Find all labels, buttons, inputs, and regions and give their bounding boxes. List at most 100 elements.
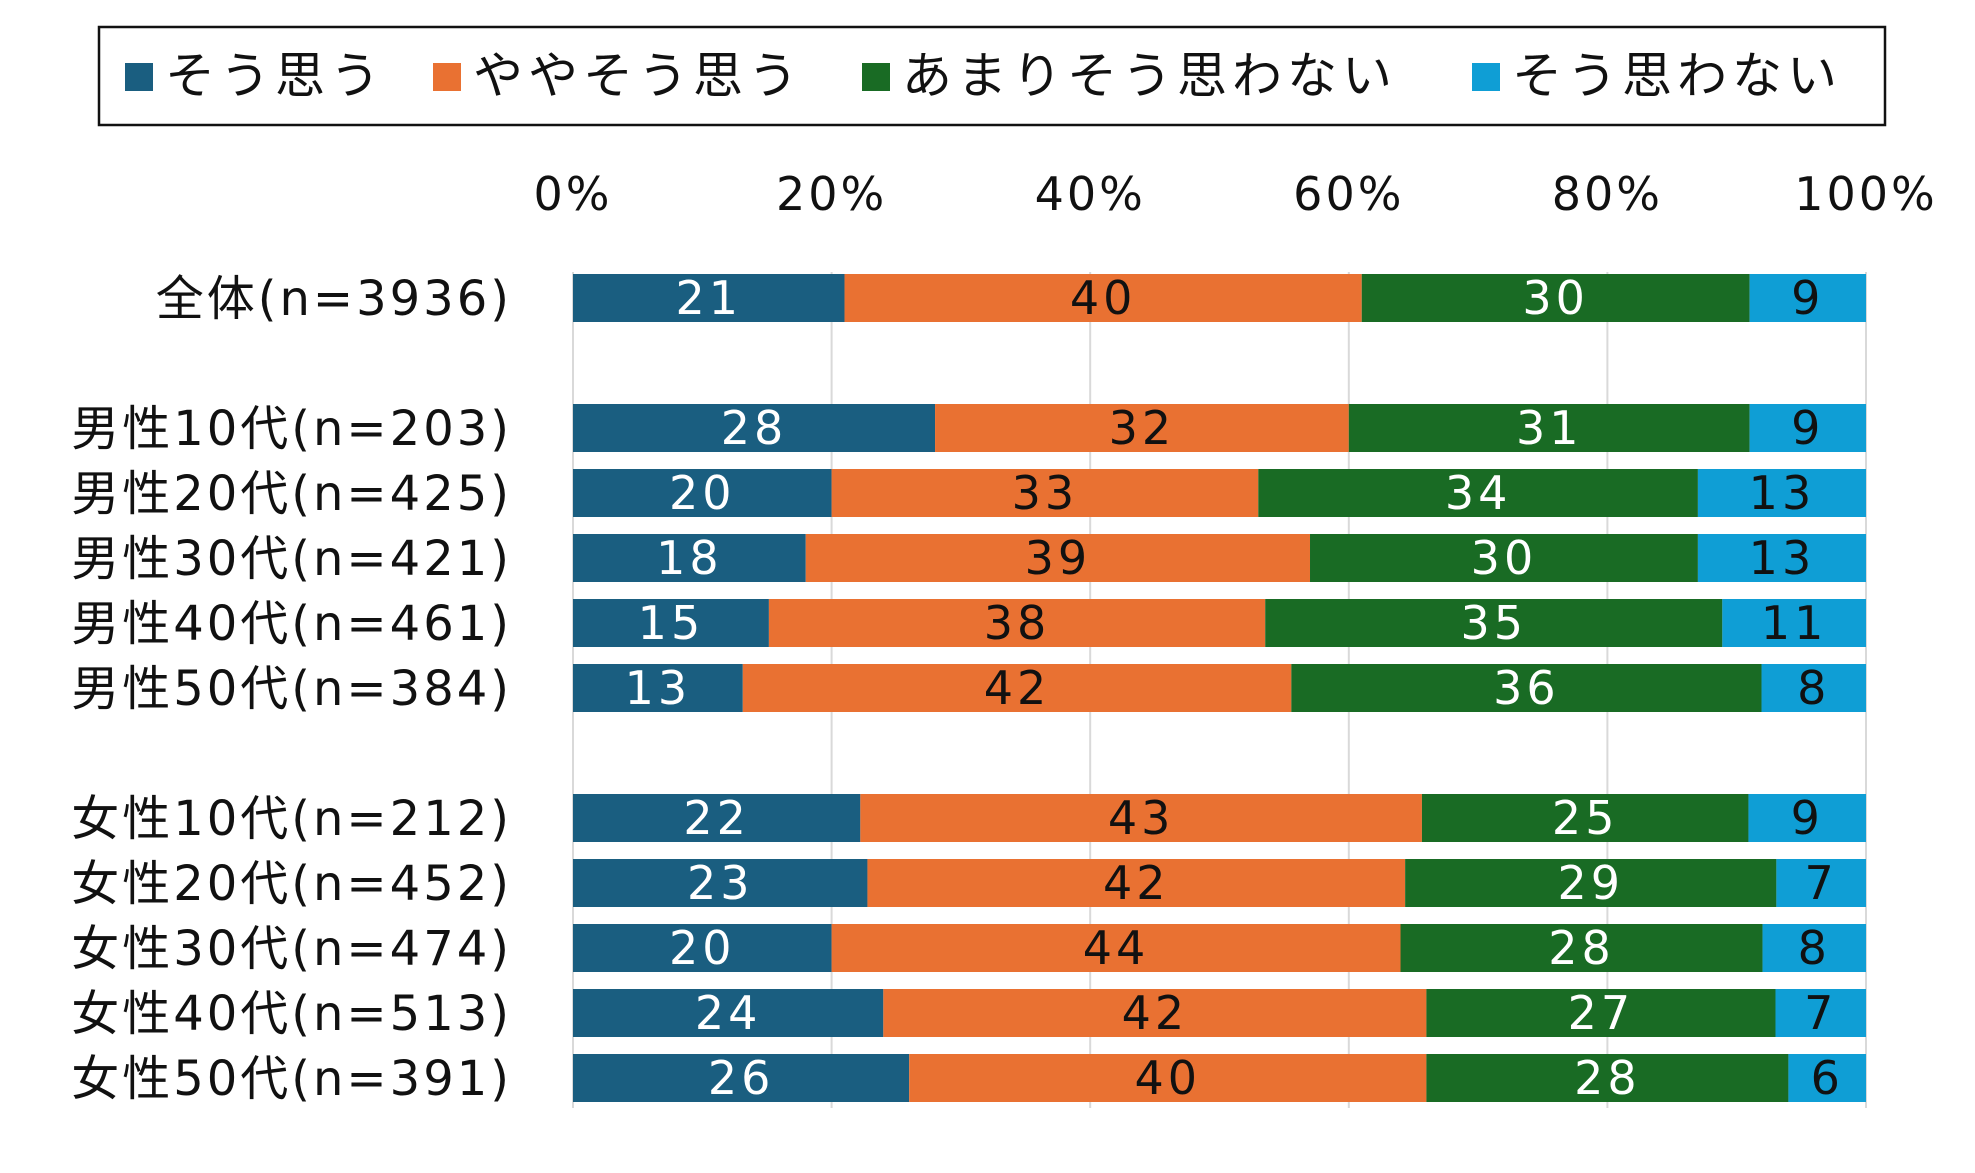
bar-seg-r6-s1 [573, 664, 743, 712]
data-label-r10-s3: 27 [1568, 986, 1635, 1040]
data-label-r3-s4: 13 [1749, 466, 1816, 520]
bar-seg-r10-s4 [1775, 989, 1866, 1037]
data-label-r2-s3: 31 [1516, 401, 1583, 455]
data-label-r10-s1: 24 [695, 986, 762, 1040]
category-label-3: 男性20代(n=425) [71, 466, 512, 522]
bar-seg-r10-s1 [573, 989, 884, 1037]
category-labels: 全体(n=3936) 男性10代(n=203) 男性20代(n=425) 男性30代(… [71, 271, 512, 1107]
bar-seg-r7-s3 [1421, 794, 1749, 842]
bar-seg-r2-s3 [1348, 404, 1750, 452]
data-label-r1-s1: 21 [675, 271, 742, 325]
data-label-r11-s1: 26 [708, 1051, 775, 1105]
data-label-r2-s2: 32 [1109, 401, 1176, 455]
category-label-9: 女性30代(n=474) [71, 921, 512, 977]
x-tick-label-5: 80% [1552, 167, 1663, 221]
bar-seg-r5-s1 [573, 599, 769, 647]
bar-seg-r8-s2 [867, 859, 1406, 907]
category-label-10: 女性40代(n=513) [71, 986, 512, 1042]
data-label-r7-s3: 25 [1552, 791, 1619, 845]
data-label-r7-s1: 22 [683, 791, 750, 845]
legend-box [97, 25, 1887, 127]
bar-seg-r1-s2 [844, 274, 1362, 322]
data-label-r8-s4: 7 [1805, 856, 1838, 910]
bar-seg-r11-s3 [1426, 1054, 1789, 1102]
data-label-r3-s2: 33 [1012, 466, 1079, 520]
legend-label-1: そう思う [165, 47, 385, 105]
legend-swatch-1 [125, 63, 153, 91]
data-label-r6-s3: 36 [1493, 661, 1560, 715]
data-label-r2-s4: 9 [1791, 401, 1824, 455]
bar-seg-r8-s1 [573, 859, 868, 907]
bar-seg-r11-s1 [573, 1054, 910, 1102]
bar-seg-r2-s1 [573, 404, 936, 452]
bar-seg-r1-s4 [1749, 274, 1866, 322]
bar-seg-r9-s2 [831, 924, 1401, 972]
data-label-r9-s3: 28 [1548, 921, 1615, 975]
bar-seg-r10-s2 [883, 989, 1427, 1037]
x-axis-ticks: 0% 20% 40% 60% 80% 100% [534, 167, 1938, 221]
bar-seg-r2-s4 [1749, 404, 1866, 452]
bar-seg-r3-s1 [573, 469, 832, 517]
bar-seg-r5-s4 [1722, 599, 1866, 647]
data-label-r8-s3: 29 [1557, 856, 1624, 910]
category-label-5: 男性40代(n=461) [71, 596, 512, 652]
data-label-r4-s4: 13 [1749, 531, 1816, 585]
data-label-r5-s2: 38 [984, 596, 1051, 650]
bar-seg-r9-s4 [1762, 924, 1866, 972]
data-label-r3-s3: 34 [1445, 466, 1512, 520]
data-label-r7-s2: 43 [1108, 791, 1175, 845]
data-label-r4-s3: 30 [1471, 531, 1538, 585]
bar-seg-r6-s4 [1761, 664, 1866, 712]
data-label-r11-s2: 40 [1135, 1051, 1202, 1105]
bar-seg-r9-s1 [573, 924, 832, 972]
bar-seg-r7-s2 [860, 794, 1422, 842]
data-label-r10-s4: 7 [1804, 986, 1837, 1040]
data-label-r1-s4: 9 [1791, 271, 1824, 325]
category-label-8: 女性20代(n=452) [71, 856, 512, 912]
category-label-6: 男性50代(n=384) [71, 661, 512, 717]
data-label-r6-s1: 13 [625, 661, 692, 715]
bar-seg-r4-s1 [573, 534, 806, 582]
legend-label-3: あまりそう思わない [902, 47, 1397, 105]
data-label-r11-s4: 6 [1811, 1051, 1844, 1105]
category-label-1: 全体(n=3936) [156, 271, 512, 327]
bar-seg-r7-s1 [573, 794, 861, 842]
bar-seg-r10-s3 [1426, 989, 1776, 1037]
data-label-r4-s1: 18 [656, 531, 723, 585]
data-label-r10-s2: 42 [1122, 986, 1189, 1040]
data-label-r1-s3: 30 [1522, 271, 1589, 325]
bar-seg-r5-s3 [1265, 599, 1723, 647]
bar-seg-r6-s2 [742, 664, 1292, 712]
category-label-11: 女性50代(n=391) [71, 1051, 512, 1107]
bar-seg-r1-s3 [1361, 274, 1750, 322]
legend-label-2: ややそう思う [473, 47, 803, 105]
bar-seg-r11-s4 [1788, 1054, 1866, 1102]
data-label-r6-s2: 42 [984, 661, 1051, 715]
legend-swatch-2 [433, 63, 461, 91]
x-tick-label-2: 20% [776, 167, 887, 221]
data-label-r5-s4: 11 [1761, 596, 1828, 650]
data-label-r11-s3: 28 [1574, 1051, 1641, 1105]
x-tick-label-6: 100% [1794, 167, 1938, 221]
bar-seg-r4-s3 [1310, 534, 1698, 582]
legend-swatch-4 [1472, 63, 1500, 91]
bar-seg-r4-s4 [1697, 534, 1866, 582]
bar-seg-r9-s3 [1400, 924, 1763, 972]
data-label-r9-s4: 8 [1798, 921, 1831, 975]
bar-seg-r2-s2 [935, 404, 1349, 452]
legend-label-4: そう思わない [1512, 47, 1842, 105]
bar-seg-r8-s4 [1776, 859, 1866, 907]
data-labels: 21 40 30 9 28 32 31 9 20 33 34 13 18 39 30 13 15 38 35 11 13… [625, 271, 1844, 1105]
legend: そう思う ややそう思う あまりそう思わない そう思わない [97, 25, 1887, 127]
data-label-r1-s2: 40 [1070, 271, 1137, 325]
data-label-r2-s1: 28 [721, 401, 788, 455]
bar-seg-r1-s1 [573, 274, 845, 322]
data-label-r8-s1: 23 [687, 856, 754, 910]
data-label-r8-s2: 42 [1103, 856, 1170, 910]
bar-seg-r3-s4 [1697, 469, 1866, 517]
bar-seg-r8-s3 [1405, 859, 1777, 907]
data-label-r9-s2: 44 [1083, 921, 1150, 975]
bar-seg-r6-s3 [1291, 664, 1762, 712]
